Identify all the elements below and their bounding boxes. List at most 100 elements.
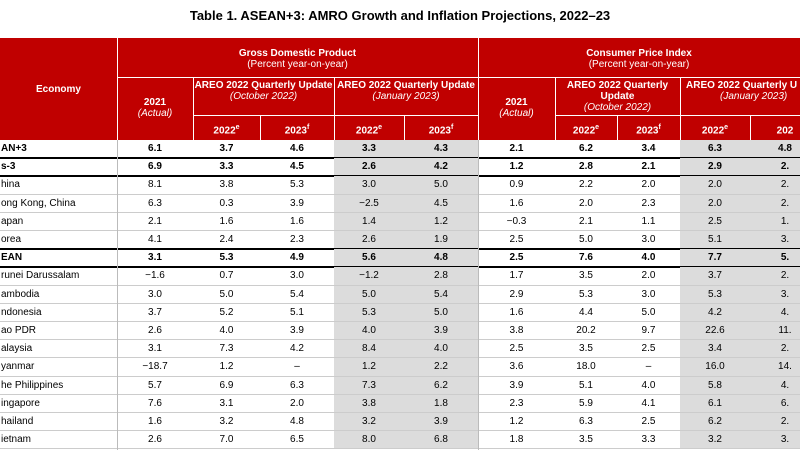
value-cell: 2.1: [509, 143, 524, 154]
value-cell: 6.3: [680, 140, 750, 159]
value-cell: 1.6: [509, 306, 524, 318]
value-cell: 1.8: [404, 394, 478, 413]
value-cell: 1.9: [404, 231, 478, 250]
year: 2023: [428, 125, 451, 137]
value-cell: 2.6: [148, 434, 162, 446]
column-line: [117, 140, 118, 450]
economy-cell: hailand: [1, 416, 34, 427]
value-cell: 4.1: [148, 234, 162, 245]
value-cell: 9.7: [641, 325, 656, 336]
value-cell: 1.8: [509, 434, 524, 446]
value-cell: 2.0: [680, 194, 750, 213]
note: (January 2023): [720, 91, 788, 102]
year: 2023: [636, 125, 659, 137]
year: 202: [776, 125, 794, 137]
economy-cell: ong Kong, China: [1, 197, 76, 209]
value-cell: 3.8: [219, 179, 234, 191]
value-cell: 2.1: [579, 215, 593, 227]
value-cell: 3.0: [148, 288, 162, 300]
divider: [680, 78, 681, 140]
divider: [750, 115, 751, 140]
year-suffix: f: [658, 124, 661, 131]
value-cell: 3.0: [641, 288, 656, 300]
year-header: 2022e: [555, 122, 617, 136]
cpi-unit: (Percent year-on-year): [588, 59, 690, 70]
row-line: [0, 321, 800, 322]
cpi-oct: AREO 2022 Quarterly Update (October 2022): [555, 80, 680, 113]
value-cell: 7.7: [680, 249, 750, 268]
value-cell: 3.9: [404, 322, 478, 341]
value-cell: 3.8: [509, 325, 524, 336]
row-line: [0, 193, 800, 195]
row-line: [0, 284, 800, 286]
row-line: [0, 357, 800, 359]
group-title: AREO 2022 Quarterly Update: [566, 80, 669, 102]
value-cell: 3.3: [334, 140, 404, 159]
value-cell: 7.6: [148, 397, 162, 409]
value-cell: 3.7: [680, 267, 750, 286]
economy-cell: ambodia: [1, 288, 40, 300]
year-suffix: e: [724, 124, 729, 131]
cpi-jan: AREO 2022 Quarterly U (January 2023): [680, 80, 800, 102]
value-cell: 4.0: [641, 379, 656, 391]
row-line: [0, 412, 800, 413]
value-cell: 3.3: [219, 161, 234, 173]
value-cell: −1.6: [145, 270, 165, 282]
row-line: [0, 302, 800, 304]
value-cell: 1.7: [509, 270, 524, 282]
economy-cell: ietnam: [1, 434, 32, 446]
value-cell: 0.7: [219, 270, 234, 282]
value-cell: 2.6: [334, 231, 404, 250]
value-cell: 2.1: [641, 161, 656, 173]
economy-cell: apan: [1, 215, 24, 227]
year-suffix: e: [235, 124, 240, 131]
value-cell: 5.4: [404, 285, 478, 304]
value-cell: 1.6: [290, 215, 304, 227]
value-cell: 4.2: [680, 303, 750, 322]
value-cell: 8.0: [334, 431, 404, 450]
value-cell: 2.8: [404, 267, 478, 286]
gdp-header: Gross Domestic Product (Percent year-on-y…: [117, 48, 478, 70]
value-cell: 3.5: [579, 343, 593, 355]
value-cell: 5.0: [404, 303, 478, 322]
value-cell: 5.3: [680, 285, 750, 304]
row-line: [0, 393, 800, 395]
value-cell: 2.2: [404, 358, 478, 377]
year-header: 202: [750, 122, 800, 136]
economy-cell: runei Darussalam: [1, 270, 80, 282]
value-cell: 1.: [750, 212, 800, 231]
note: (October 2022): [583, 102, 652, 113]
value-cell: 2.5: [641, 416, 656, 427]
value-cell: 18.0: [576, 361, 596, 373]
value-cell: 2.1: [148, 215, 162, 227]
economy-cell: s-3: [1, 161, 16, 173]
value-cell: 4.5: [404, 194, 478, 213]
table-title: Table 1. ASEAN+3: AMRO Growth and Inflat…: [189, 8, 611, 23]
value-cell: 4.4: [579, 306, 593, 318]
gdp-oct: AREO 2022 Quarterly Update (October 2022): [193, 80, 334, 102]
year-suffix: f: [450, 124, 454, 131]
value-cell: 3.: [750, 431, 800, 450]
row-line: [0, 339, 800, 341]
economy-cell: ao PDR: [1, 325, 37, 336]
value-cell: 8.1: [148, 179, 162, 191]
value-cell: 4.6: [290, 143, 304, 154]
economy-cell: alaysia: [1, 343, 33, 355]
value-cell: 3.3: [641, 434, 656, 446]
value-cell: 5.0: [579, 234, 593, 245]
value-cell: 3.0: [641, 234, 656, 245]
economy-cell: orea: [1, 234, 22, 245]
value-cell: 2.6: [148, 325, 162, 336]
gdp-actual: 2021 (Actual): [117, 97, 193, 119]
value-cell: 3.9: [290, 325, 304, 336]
value-cell: 2.5: [641, 343, 656, 355]
year: 2022: [355, 125, 379, 137]
value-cell: 3.5: [579, 434, 593, 446]
year: 2022: [213, 125, 236, 137]
divider: [334, 78, 335, 140]
value-cell: 11.: [750, 322, 800, 341]
divider: [555, 115, 800, 116]
value-cell: 4.0: [404, 340, 478, 359]
note: (Actual): [499, 108, 534, 119]
value-cell: 3.9: [404, 413, 478, 432]
